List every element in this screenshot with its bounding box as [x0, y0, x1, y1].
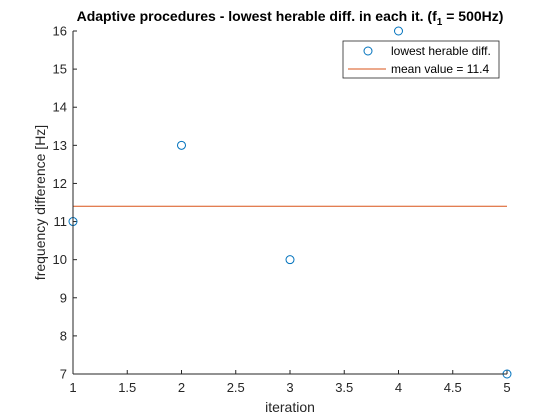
legend-marker-circle: [363, 46, 373, 56]
x-tick-label: 3: [286, 380, 293, 395]
x-axis-ticks: 1 1.5 2 2.5 3 3.5 4 4.5 5: [69, 370, 511, 395]
data-point: [285, 255, 295, 265]
x-tick-label: 4: [395, 380, 402, 395]
y-tick-label: 15: [53, 62, 67, 77]
y-axis-ticks: 7 8 9 10 11 12 13 14 15 16: [53, 24, 77, 382]
chart-title-end: = 500Hz): [442, 8, 503, 24]
x-axis-label: iteration: [265, 399, 315, 415]
chart-title: Adaptive procedures - lowest herable dif…: [77, 8, 504, 28]
y-tick-label: 9: [60, 290, 67, 305]
y-tick-label: 10: [53, 252, 67, 267]
x-tick-label: 1.5: [118, 380, 136, 395]
y-tick-label: 16: [53, 24, 67, 39]
y-tick-label: 12: [53, 176, 67, 191]
y-tick-label: 7: [60, 367, 67, 382]
legend-entry-observations: lowest herable diff.: [391, 44, 491, 58]
y-tick-label: 14: [53, 100, 67, 115]
x-tick-label: 4.5: [444, 380, 462, 395]
x-tick-label: 1: [69, 380, 76, 395]
x-tick-label: 3.5: [335, 380, 353, 395]
legend: lowest herable diff. mean value = 11.4: [342, 40, 500, 79]
y-axis-label: frequency difference [Hz]: [32, 125, 48, 280]
chart-title-subscript: 1: [437, 17, 443, 28]
y-tick-label: 8: [60, 328, 67, 343]
x-tick-label: 2.5: [227, 380, 245, 395]
plot-area: [73, 31, 507, 374]
data-point: [394, 26, 403, 36]
chart-title-main: Adaptive procedures - lowest herable dif…: [77, 8, 438, 24]
y-tick-label: 11: [54, 214, 68, 229]
x-tick-label: 2: [178, 380, 185, 395]
x-tick-label: 5: [503, 380, 510, 395]
data-point: [177, 140, 186, 150]
y-tick-label: 13: [53, 138, 67, 153]
legend-entry-mean: mean value = 11.4: [391, 62, 490, 76]
